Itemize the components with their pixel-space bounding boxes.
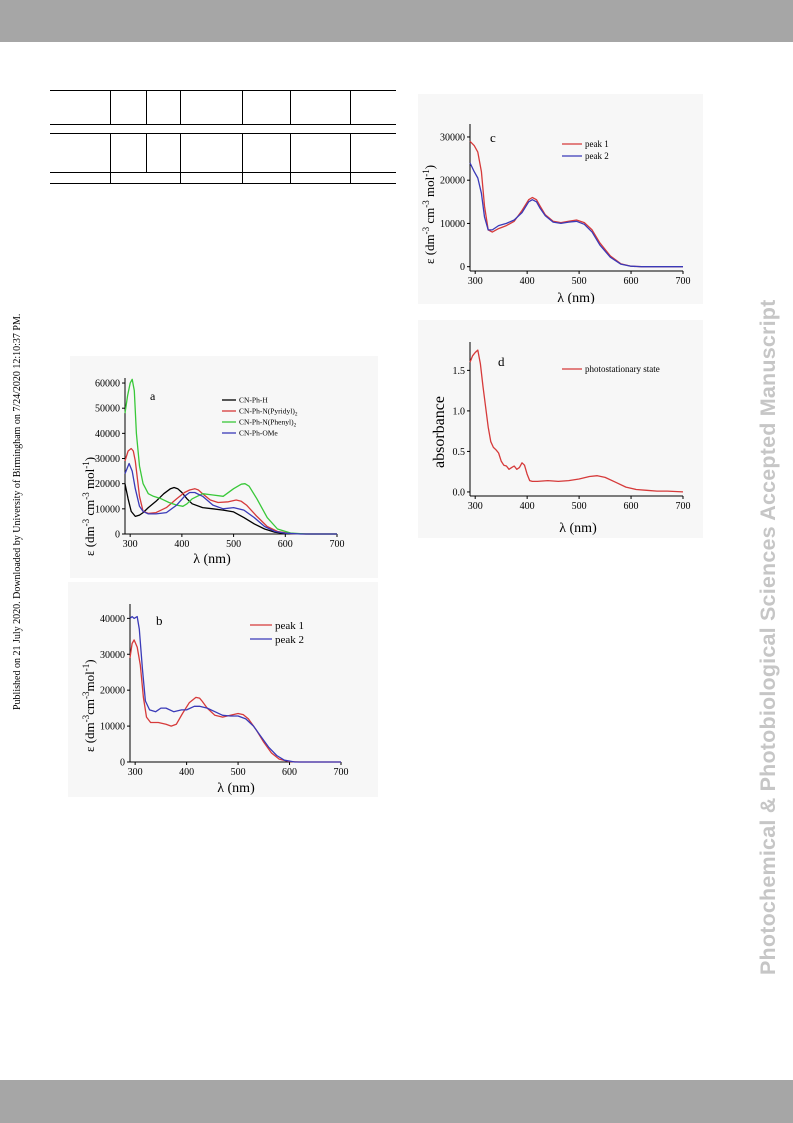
legend-label: peak 2: [275, 634, 304, 646]
x-tick-label: 400: [520, 501, 535, 512]
legend-label: peak 2: [585, 151, 609, 161]
y-axis-label-c: ε (dm-3 cm-3 mol-1): [421, 165, 437, 264]
figure-panel-b: 300 400 500 600 700 0 10000 20000 30000 40000 peak…: [68, 582, 378, 797]
y-tick-label: 0: [120, 758, 125, 769]
x-tick-label: 500: [572, 501, 587, 512]
y-tick-label: 0.0: [453, 487, 466, 498]
y-tick-label: 40000: [95, 429, 120, 440]
legend-label: photostationary state: [585, 364, 660, 374]
legend-label: peak 1: [585, 139, 609, 149]
x-tick-label: 600: [624, 501, 639, 512]
series-line: [124, 378, 337, 535]
x-tick-label: 500: [226, 539, 241, 550]
series-line: [124, 462, 337, 535]
x-axis-label-d: λ (nm): [559, 521, 597, 536]
y-tick-label: 10000: [100, 722, 125, 733]
x-tick-label: 300: [128, 767, 143, 778]
y-tick-label: 0: [460, 262, 465, 273]
legend-label: CN-Ph-H: [239, 396, 268, 405]
x-tick-label: 500: [572, 276, 587, 287]
x-tick-label: 300: [468, 276, 483, 287]
y-tick-label: 1.0: [453, 406, 466, 417]
y-tick-label: 1.5: [453, 366, 466, 377]
x-axis-label-a: λ (nm): [193, 552, 231, 567]
y-tick-label: 40000: [100, 614, 125, 625]
x-tick-label: 600: [282, 767, 297, 778]
chart-b-svg: 300 400 500 600 700 0 10000 20000 30000 40000 peak…: [81, 604, 349, 796]
legend-label: CN-Ph-N(Pyridyl)2: [239, 407, 298, 418]
y-tick-label: 0: [115, 530, 120, 541]
series-line: [469, 349, 684, 493]
data-table: [50, 90, 396, 184]
x-tick-label: 400: [179, 767, 194, 778]
y-tick-label: 20000: [440, 176, 465, 187]
panel-letter-b: b: [156, 613, 163, 628]
chart-c-svg: 300 400 500 600 700 0 10000 20000 30000 peak 1 pea…: [421, 124, 691, 304]
panel-letter-a: a: [150, 389, 156, 403]
x-tick-label: 400: [520, 276, 535, 287]
y-axis-label-a: ε (dm-3 cm-3 mol-1): [81, 457, 97, 556]
x-axis-label-b: λ (nm): [217, 781, 255, 796]
y-tick-label: 20000: [100, 686, 125, 697]
x-tick-label: 600: [624, 276, 639, 287]
x-tick-label: 300: [468, 501, 483, 512]
panel-letter-c: c: [490, 130, 496, 145]
y-tick-label: 30000: [100, 650, 125, 661]
series-line: [124, 483, 337, 535]
x-tick-label: 500: [231, 767, 246, 778]
series-line: [469, 162, 683, 268]
y-axis-label-b: ε (dm-3cm-3mol-1): [81, 659, 97, 752]
y-tick-label: 30000: [440, 132, 465, 143]
legend-label: CN-Ph-OMe: [239, 429, 278, 438]
x-tick-label: 700: [334, 767, 349, 778]
figure-panel-d: 300 400 500 600 700 0.0 0.5 1.0 1.5 photostationa…: [418, 320, 703, 538]
y-tick-label: 30000: [95, 454, 120, 465]
panel-letter-d: d: [498, 354, 505, 369]
series-line: [469, 140, 683, 268]
chart-a-svg: 300 400 500 600 700 0 10000 20000 30000 40000 5000…: [81, 378, 345, 567]
y-tick-label: 10000: [440, 219, 465, 230]
series-line: [129, 639, 341, 763]
publication-notice: Published on 21 July 2020. Downloaded by…: [12, 313, 23, 710]
figure-panel-c: 300 400 500 600 700 0 10000 20000 30000 peak 1 pea…: [418, 94, 703, 304]
x-tick-label: 400: [174, 539, 189, 550]
x-axis-label-c: λ (nm): [557, 291, 595, 304]
figure-panel-a: 300 400 500 600 700 0 10000 20000 30000 40000 5000…: [70, 356, 378, 578]
footer-bar: [0, 1080, 793, 1123]
chart-d-svg: 300 400 500 600 700 0.0 0.5 1.0 1.5 photostationa…: [431, 342, 691, 536]
x-tick-label: 700: [676, 501, 691, 512]
x-tick-label: 700: [330, 539, 345, 550]
x-tick-label: 700: [676, 276, 691, 287]
x-tick-label: 600: [278, 539, 293, 550]
y-tick-label: 10000: [95, 504, 120, 515]
y-axis-label-d: absorbance: [431, 396, 448, 468]
y-tick-label: 0.5: [453, 447, 466, 458]
legend-label: peak 1: [275, 620, 304, 632]
x-tick-label: 300: [123, 539, 138, 550]
y-tick-label: 60000: [95, 379, 120, 390]
series-line: [129, 615, 341, 763]
header-bar: [0, 0, 793, 42]
legend-label: CN-Ph-N(Phenyl)2: [239, 418, 297, 429]
y-tick-label: 20000: [95, 479, 120, 490]
y-tick-label: 50000: [95, 404, 120, 415]
series-line: [124, 447, 337, 535]
accepted-manuscript-watermark: Photochemical & Photobiological Sciences…: [756, 299, 780, 975]
